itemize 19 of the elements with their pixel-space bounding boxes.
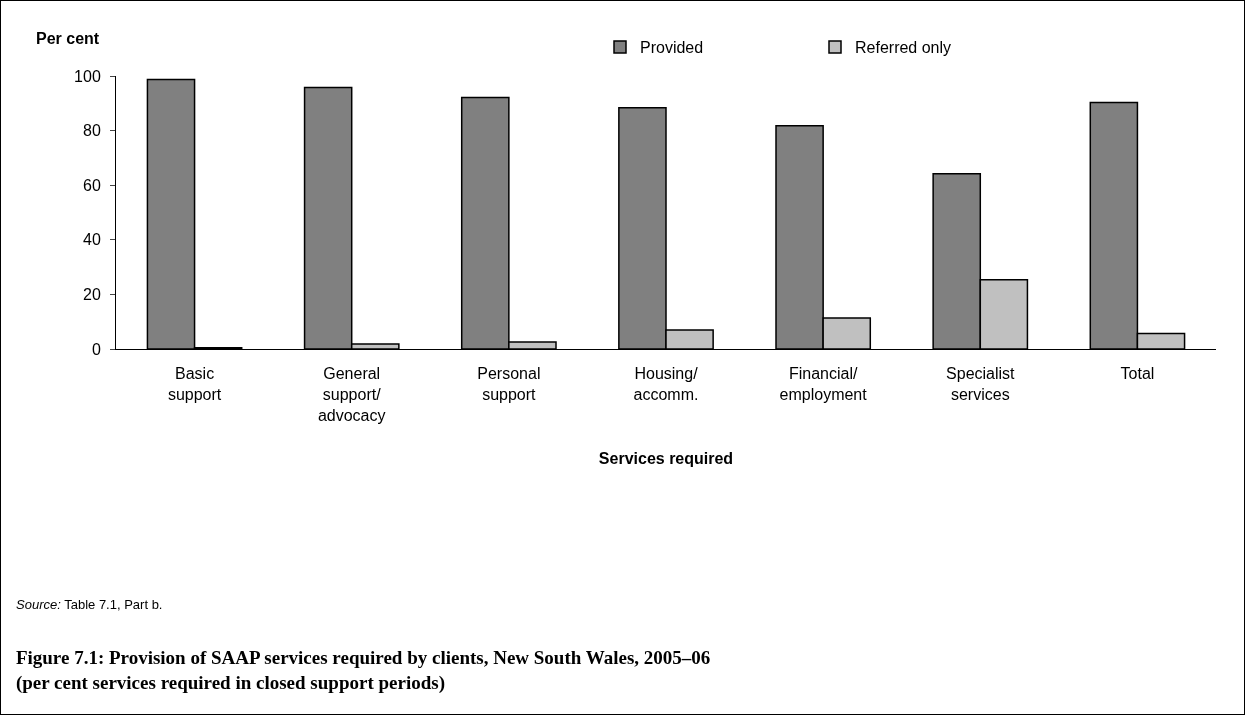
y-tick-label: 60	[83, 176, 101, 194]
y-tick-label: 0	[91, 340, 101, 358]
y-tick-label: 20	[83, 286, 101, 303]
x-tick-label: Housing/ accomm.	[633, 365, 699, 403]
y-axis-title: Per cent	[36, 30, 100, 47]
y-tick-label: 80	[83, 122, 101, 140]
x-tick-label: Basic support	[167, 365, 222, 403]
x-tick-label: Specialist services	[946, 365, 1016, 403]
text: Figure 7.1: Provision of SAAP services required by clients, New South Wales, 2005–06 (per cent services required in closed support periods)	[15, 647, 711, 694]
source-note: Source: Table 7.1, Part b.	[16, 597, 163, 612]
x-tick-label: Total	[1120, 365, 1155, 383]
y-tick-label: 40	[83, 231, 101, 249]
x-tick-label: General support/ advocacy	[317, 365, 386, 424]
legend-label: Referred only	[855, 39, 952, 57]
legend-label: Provided	[640, 39, 704, 57]
y-tick-label: 100	[74, 67, 101, 85]
x-tick-label: Personal support	[477, 365, 541, 403]
x-axis-title: Services required	[598, 450, 734, 468]
x-tick-label: Financial/ employment	[779, 365, 868, 403]
